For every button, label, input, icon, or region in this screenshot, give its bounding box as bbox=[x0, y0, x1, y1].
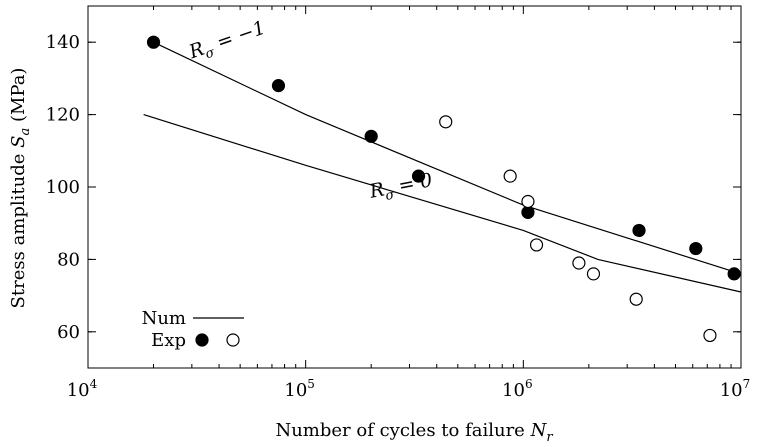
x-tick-label: 107 bbox=[720, 377, 751, 401]
hollow-marker bbox=[703, 328, 717, 343]
filled-marker bbox=[411, 169, 426, 183]
hollow-marker bbox=[572, 256, 586, 270]
y-tick-label: 80 bbox=[57, 249, 80, 270]
filled-marker bbox=[146, 35, 161, 49]
x-axis-label: Number of cycles to failure Nr bbox=[275, 420, 553, 445]
hollow-marker bbox=[439, 115, 453, 129]
y-tick-label: 60 bbox=[57, 322, 80, 343]
filled-marker bbox=[727, 267, 741, 281]
legend-num-label: Num bbox=[142, 308, 186, 329]
series-line-0 bbox=[153, 41, 742, 275]
curve-labels: Rσ = −1Rσ = 0 bbox=[185, 17, 434, 204]
hollow-marker bbox=[521, 194, 535, 209]
hollow-marker bbox=[586, 267, 601, 281]
series-line-1 bbox=[143, 114, 742, 293]
axis-ticks: 104 105 106 107 60 80 100 120 140 bbox=[46, 6, 751, 401]
filled-marker bbox=[364, 129, 378, 143]
y-axis-label: Stress amplitude Sa (MPa) bbox=[8, 68, 33, 309]
filled-marker bbox=[689, 241, 703, 256]
x-tick-label: 105 bbox=[284, 377, 315, 401]
x-tick-label: 104 bbox=[67, 377, 98, 401]
hollow-marker bbox=[629, 292, 643, 306]
hollow-marker bbox=[529, 238, 544, 252]
filled-marker bbox=[271, 79, 286, 93]
legend-filled-marker bbox=[195, 333, 209, 347]
series-lines bbox=[143, 41, 742, 293]
legend-exp-label: Exp bbox=[151, 330, 186, 351]
hollow-marker bbox=[503, 169, 517, 183]
series-markers bbox=[146, 35, 741, 343]
legend-hollow-marker bbox=[226, 333, 240, 347]
y-tick-label: 100 bbox=[46, 177, 80, 198]
x-tick-label: 106 bbox=[502, 377, 533, 401]
y-tick-label: 140 bbox=[46, 32, 80, 53]
y-tick-label: 120 bbox=[46, 105, 80, 126]
filled-marker bbox=[521, 205, 535, 219]
filled-marker bbox=[632, 223, 646, 238]
curve-label: Rσ = −1 bbox=[185, 17, 269, 68]
